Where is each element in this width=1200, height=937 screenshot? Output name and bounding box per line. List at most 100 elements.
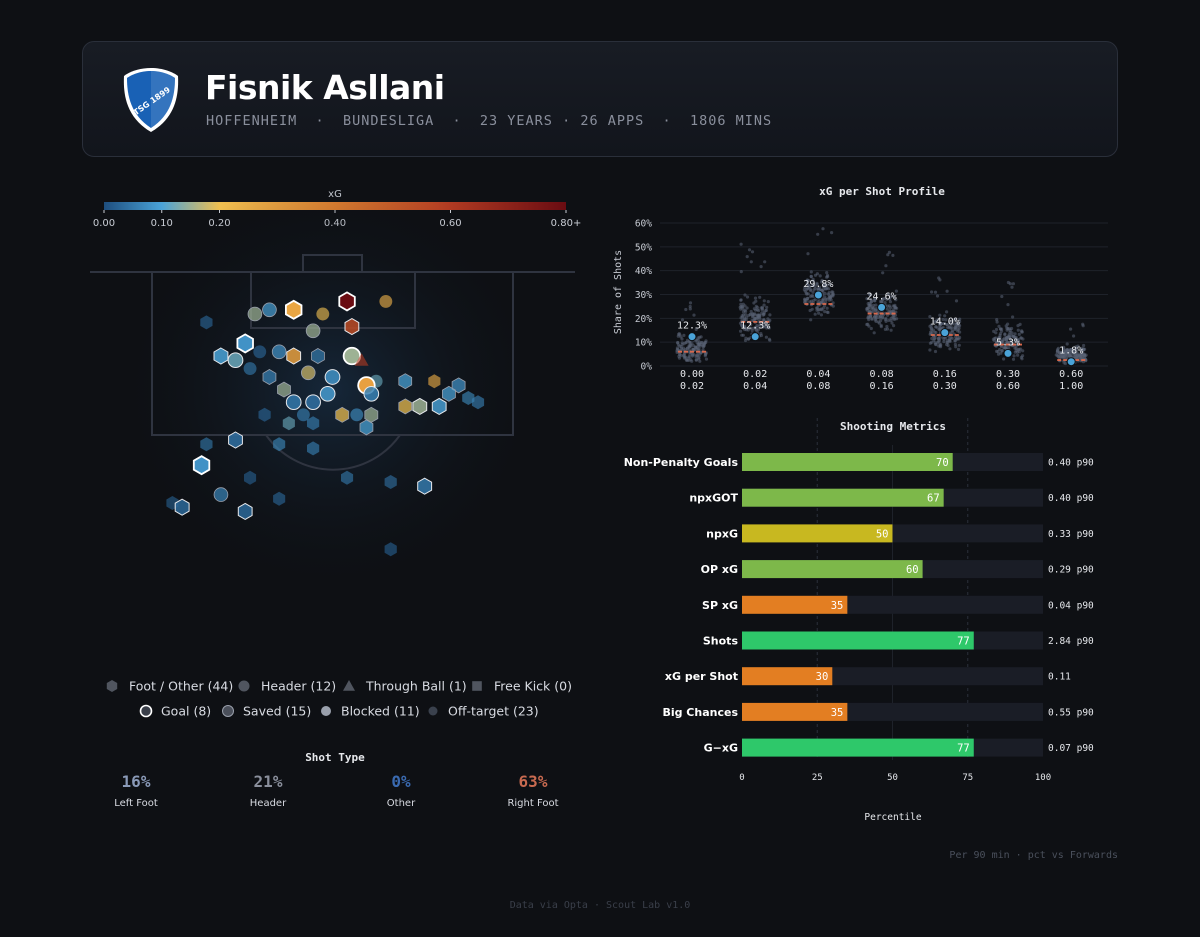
league-player-point xyxy=(684,341,688,345)
metric-value: 0.29 p90 xyxy=(1048,565,1094,576)
xg-bin-lower-label: 0.08 xyxy=(870,369,894,380)
league-player-point xyxy=(888,300,893,304)
league-player-point xyxy=(684,307,688,312)
league-player-point xyxy=(679,335,683,339)
league-player-point xyxy=(697,344,701,348)
metric-bar xyxy=(742,702,848,721)
league-player-point xyxy=(944,318,948,322)
league-player-point xyxy=(741,307,745,311)
legend-goal-icon xyxy=(139,704,153,718)
metric-bar xyxy=(742,667,833,686)
league-player-point xyxy=(942,340,946,344)
league-player-point xyxy=(878,299,883,304)
league-player-point xyxy=(819,313,824,317)
league-player-point xyxy=(690,359,694,363)
metric-percentile: 67 xyxy=(927,493,940,505)
league-player-point xyxy=(816,300,820,304)
metric-value: 2.84 p90 xyxy=(1048,636,1094,647)
xg-profile-ytick: 60% xyxy=(635,219,652,230)
league-player-point xyxy=(889,328,893,332)
league-player-point xyxy=(994,327,999,332)
league-player-point xyxy=(938,313,942,317)
league-player-point xyxy=(830,290,834,294)
league-player-point xyxy=(749,260,753,264)
xg-bin-lower-label: 0.02 xyxy=(743,369,767,380)
metric-bar xyxy=(742,595,848,614)
legend-type-label: Free Kick (0) xyxy=(494,679,572,694)
shot-markers xyxy=(166,291,485,557)
league-player-point xyxy=(1066,348,1070,352)
league-player-point xyxy=(1082,343,1086,348)
league-player-point xyxy=(870,305,875,309)
league-player-point xyxy=(949,336,953,340)
shot-marker-offtarget xyxy=(253,345,267,359)
league-player-point xyxy=(946,343,950,348)
league-player-point xyxy=(1079,356,1083,360)
league-player-point xyxy=(958,330,962,334)
league-player-point xyxy=(815,281,819,285)
player-apps: 26 APPS xyxy=(580,113,645,129)
league-player-point xyxy=(677,356,682,360)
league-player-point xyxy=(740,333,744,337)
tsg-hoffenheim-crest-icon: TSG 1899 xyxy=(123,68,179,132)
shot-marker-offtarget xyxy=(471,395,485,410)
xg-bin-upper-label: 0.16 xyxy=(870,381,894,392)
shot-marker-offtarget xyxy=(200,315,213,330)
league-player-point xyxy=(885,327,890,331)
league-player-point xyxy=(753,312,757,316)
player-share-point xyxy=(687,332,697,342)
league-player-point xyxy=(823,282,827,286)
league-player-point xyxy=(700,341,704,345)
league-player-point xyxy=(749,309,753,314)
league-player-point xyxy=(1000,340,1004,345)
league-player-point xyxy=(1081,351,1085,355)
shooting-metrics-chart: Shooting Metrics 0 25 50 75 100 Non-Penalty … xyxy=(624,418,1094,823)
league-player-point xyxy=(893,317,897,321)
league-player-point xyxy=(818,274,822,278)
xg-profile-ytick: 10% xyxy=(635,338,652,349)
league-player-point xyxy=(954,299,959,303)
league-player-point xyxy=(753,317,757,321)
league-player-point xyxy=(998,333,1002,337)
league-player-point xyxy=(954,345,958,349)
shot-type-items: 16% Left Foot 21% Header 0% Other 63% Right Foo… xyxy=(114,772,558,809)
shot-marker-offtarget xyxy=(341,470,354,485)
league-player-point xyxy=(945,310,949,314)
league-player-point xyxy=(1018,322,1022,326)
league-player-point xyxy=(885,324,889,329)
league-player-point xyxy=(949,323,953,327)
xg-profile-ytick: 20% xyxy=(635,314,652,325)
metric-percentile: 35 xyxy=(831,600,844,612)
shot-marker-offtarget xyxy=(282,416,295,431)
league-player-point xyxy=(877,316,882,320)
league-player-point xyxy=(939,345,943,349)
xg-bin-upper-label: 0.30 xyxy=(933,381,957,392)
metrics-xlabel: Percentile xyxy=(864,812,921,823)
metric-percentile: 35 xyxy=(831,707,844,719)
legend-saved-icon xyxy=(222,705,234,717)
metric-percentile: 50 xyxy=(876,528,889,540)
league-player-point xyxy=(816,287,821,291)
league-player-point xyxy=(809,274,813,278)
league-player-point xyxy=(684,358,689,362)
shot-marker-offtarget xyxy=(384,475,397,489)
colorbar-tick-label: 0.10 xyxy=(151,218,173,229)
league-player-point xyxy=(704,357,709,361)
league-player-point xyxy=(831,304,835,308)
shot-marker-offtarget xyxy=(273,491,286,506)
league-player-point xyxy=(762,299,766,303)
player-share-point xyxy=(813,290,823,300)
shot-marker-blocked xyxy=(247,306,263,322)
league-player-point xyxy=(747,248,752,252)
league-player-point xyxy=(1012,335,1016,339)
league-player-point xyxy=(1016,328,1020,332)
league-player-point xyxy=(894,298,898,302)
league-player-point xyxy=(1021,354,1025,358)
metric-bar xyxy=(742,488,944,507)
league-player-point xyxy=(948,347,952,351)
xg-profile-ytick: 0% xyxy=(641,362,653,373)
shot-marker-saved xyxy=(228,431,243,449)
metric-bar xyxy=(742,738,974,757)
league-player-point xyxy=(762,312,766,316)
league-player-point xyxy=(745,295,750,299)
